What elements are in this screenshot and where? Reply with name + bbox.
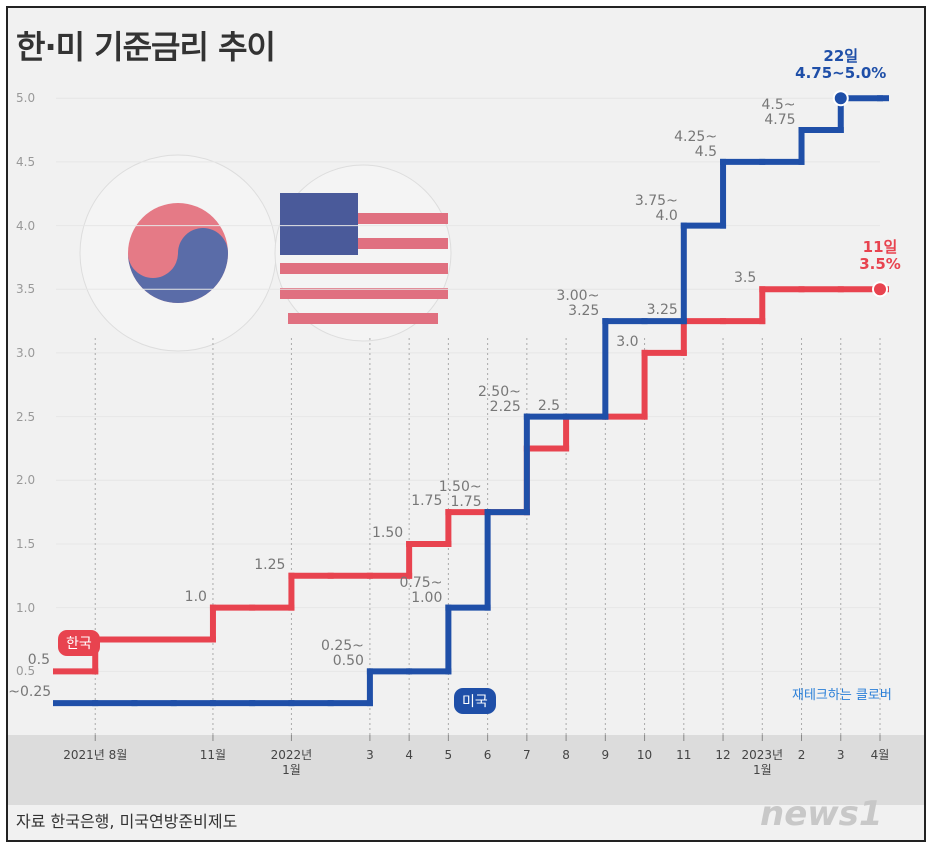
value-label: 2.5 [537, 397, 561, 414]
y-tick-label: 3.5 [16, 282, 36, 297]
value-label: 4.5~ 4.75 [761, 97, 796, 129]
logo: news1 [760, 794, 883, 834]
x-tick-label: 4 [405, 748, 413, 762]
chart-frame: 한·미 기준금리 추이 한국 미국 자료 한국은행, 미국연방준비제도 재테크하… [6, 6, 926, 842]
value-label: 0.75~ 1.00 [399, 574, 443, 606]
x-tick-label: 10 [636, 748, 653, 762]
value-label: 1.0 [184, 588, 207, 605]
x-tick-label: 5 [444, 748, 453, 762]
value-label: 0.5 [27, 652, 50, 669]
chart-title: 한·미 기준금리 추이 [16, 28, 276, 66]
end-marker [872, 281, 888, 298]
chart [8, 90, 924, 805]
x-tick-label: 2 [797, 748, 806, 762]
value-label: 0.25~ 0.50 [320, 638, 364, 670]
y-tick-label: 5.0 [16, 91, 36, 106]
value-label: 11일 3.5% [859, 238, 901, 274]
value-label: 3.0 [616, 333, 639, 350]
y-tick-label: 2.5 [16, 409, 36, 424]
y-tick-label: 0.5 [16, 664, 36, 679]
x-tick-label: 3 [836, 748, 845, 762]
value-label: 2.50~ 2.25 [477, 383, 521, 415]
y-tick-label: 4.5 [16, 154, 36, 169]
legend-korea: 한국 [58, 630, 100, 656]
value-label: 3.75~ 4.0 [634, 192, 678, 224]
y-tick-label: 1.0 [16, 600, 36, 615]
value-label: 4.25~ 4.5 [674, 128, 718, 160]
value-label: 1.75 [411, 493, 443, 510]
y-tick-label: 4.0 [16, 218, 36, 233]
x-tick-label: 12 [715, 748, 731, 762]
flags [79, 154, 452, 352]
taegeuk-blue [128, 228, 228, 303]
x-axis-band [8, 735, 924, 805]
value-label: 3.5 [734, 270, 757, 287]
legend-us: 미국 [454, 688, 496, 714]
value-label: 0.0~0.25 [8, 684, 52, 701]
x-tick-label: 6 [483, 748, 492, 762]
value-label: 3.00~ 3.25 [556, 288, 600, 320]
y-tick-label: 2.0 [16, 473, 36, 488]
x-tick-label: 11월 [199, 748, 227, 762]
x-tick-label: 8 [562, 748, 570, 762]
value-label: 1.25 [254, 556, 286, 573]
x-tick-label: 4월 [870, 748, 890, 762]
value-label: 1.50~ 1.75 [438, 479, 482, 511]
source-note: 자료 한국은행, 미국연방준비제도 [16, 812, 238, 831]
x-tick-label: 11 [676, 748, 692, 762]
end-marker [832, 90, 849, 107]
us-stripes [280, 213, 448, 324]
y-tick-label: 3.0 [16, 345, 36, 360]
x-tick-label: 7 [523, 748, 531, 762]
x-tick-label: 2022년 1월 [270, 748, 313, 777]
x-tick-label: 2021년 8월 [63, 748, 128, 762]
y-tick-label: 1.5 [16, 536, 36, 551]
watermark: 재테크하는 클로버 [792, 688, 892, 703]
value-label: 1.50 [371, 524, 404, 541]
x-tick-label: 2023년 1월 [741, 748, 784, 777]
value-label: 22일 4.75~5.0% [795, 47, 887, 83]
us-canton [280, 193, 358, 255]
value-label: 3.25 [646, 302, 678, 319]
x-tick-label: 3 [366, 748, 374, 762]
x-tick-label: 9 [601, 748, 610, 762]
